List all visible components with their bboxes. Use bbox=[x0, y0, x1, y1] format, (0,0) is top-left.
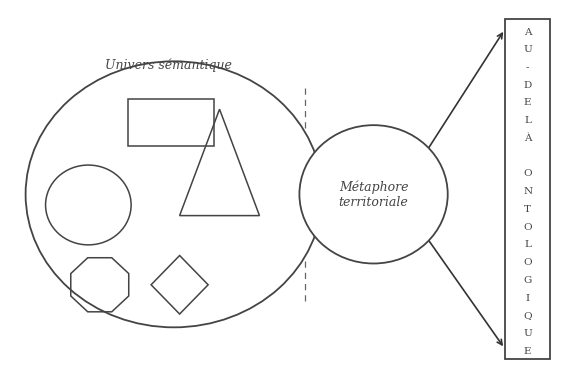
Text: O: O bbox=[523, 169, 532, 178]
Text: U: U bbox=[523, 329, 532, 338]
Text: E: E bbox=[524, 347, 531, 356]
Text: A: A bbox=[524, 28, 531, 37]
Text: N: N bbox=[523, 187, 532, 196]
Text: -: - bbox=[526, 63, 529, 72]
Bar bbox=[128, 99, 214, 146]
Text: Q: Q bbox=[523, 311, 532, 320]
Text: L: L bbox=[524, 240, 531, 249]
Text: T: T bbox=[524, 205, 531, 214]
Circle shape bbox=[300, 125, 448, 263]
Text: O: O bbox=[523, 223, 532, 232]
Text: D: D bbox=[524, 81, 532, 90]
Text: G: G bbox=[524, 276, 532, 285]
Text: O: O bbox=[523, 258, 532, 267]
Text: À: À bbox=[524, 134, 531, 143]
Text: E: E bbox=[524, 99, 531, 107]
Bar bbox=[505, 19, 551, 359]
Text: Univers sémantique: Univers sémantique bbox=[105, 59, 232, 72]
Text: U: U bbox=[523, 45, 532, 54]
Text: Métaphore
territoriale: Métaphore territoriale bbox=[339, 180, 408, 209]
Text: I: I bbox=[525, 294, 530, 302]
Text: L: L bbox=[524, 116, 531, 125]
